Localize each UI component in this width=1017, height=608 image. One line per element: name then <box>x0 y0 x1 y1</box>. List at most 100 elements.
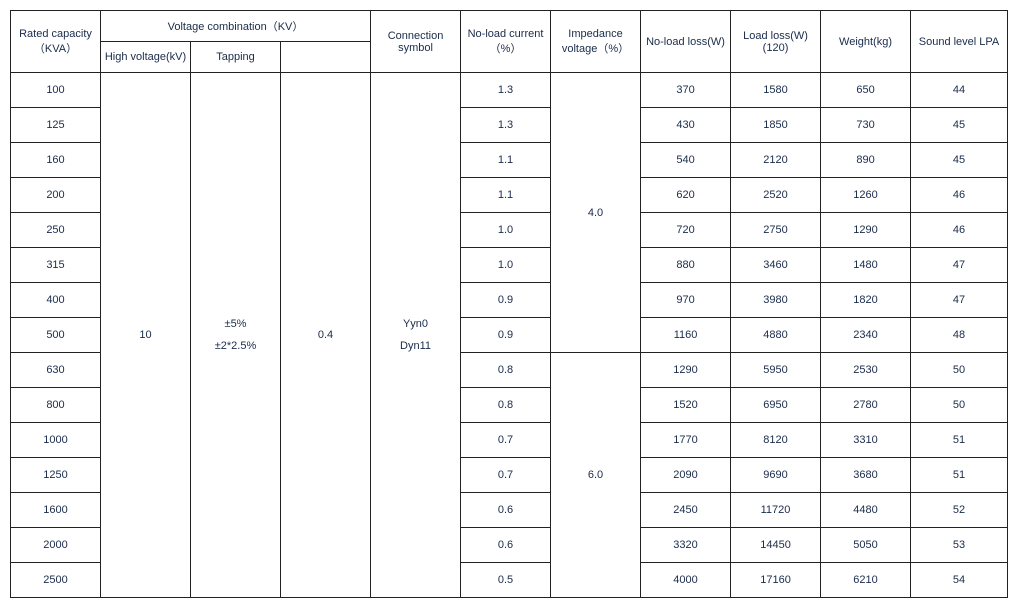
cell-load-loss: 2520 <box>731 178 821 213</box>
cell-noload-current: 1.1 <box>461 143 551 178</box>
cell-impedance: 4.0 <box>551 73 641 353</box>
cell-high-voltage: 10 <box>101 73 191 598</box>
cell-sound-level: 47 <box>911 248 1008 283</box>
cell-noload-current: 1.3 <box>461 73 551 108</box>
cell-load-loss: 2750 <box>731 213 821 248</box>
cell-noload-current: 0.6 <box>461 493 551 528</box>
cell-capacity: 1250 <box>11 458 101 493</box>
cell-capacity: 400 <box>11 283 101 318</box>
cell-weight: 2780 <box>821 388 911 423</box>
cell-noload-current: 0.8 <box>461 353 551 388</box>
cell-capacity: 250 <box>11 213 101 248</box>
cell-load-loss: 1580 <box>731 73 821 108</box>
cell-weight: 1820 <box>821 283 911 318</box>
cell-weight: 890 <box>821 143 911 178</box>
cell-capacity: 125 <box>11 108 101 143</box>
cell-noload-current: 0.5 <box>461 563 551 598</box>
table-body: 10010±5%±2*2.5%0.4Yyn0Dyn111.34.03701580… <box>11 73 1008 598</box>
cell-weight: 6210 <box>821 563 911 598</box>
cell-impedance: 6.0 <box>551 353 641 598</box>
cell-weight: 2530 <box>821 353 911 388</box>
cell-weight: 5050 <box>821 528 911 563</box>
cell-noload-loss: 2090 <box>641 458 731 493</box>
col-noload-current: No-load current（%） <box>461 11 551 73</box>
cell-noload-loss: 880 <box>641 248 731 283</box>
cell-load-loss: 17160 <box>731 563 821 598</box>
cell-weight: 3310 <box>821 423 911 458</box>
cell-low-voltage: 0.4 <box>281 73 371 598</box>
cell-noload-loss: 970 <box>641 283 731 318</box>
cell-noload-current: 0.6 <box>461 528 551 563</box>
col-low-voltage <box>281 42 371 73</box>
cell-weight: 2340 <box>821 318 911 353</box>
cell-weight: 3680 <box>821 458 911 493</box>
cell-noload-current: 1.1 <box>461 178 551 213</box>
cell-sound-level: 48 <box>911 318 1008 353</box>
cell-sound-level: 45 <box>911 143 1008 178</box>
col-load-loss: Load loss(W)(120) <box>731 11 821 73</box>
cell-capacity: 160 <box>11 143 101 178</box>
cell-load-loss: 1850 <box>731 108 821 143</box>
cell-capacity: 100 <box>11 73 101 108</box>
cell-sound-level: 50 <box>911 353 1008 388</box>
cell-sound-level: 45 <box>911 108 1008 143</box>
cell-capacity: 1600 <box>11 493 101 528</box>
table-row: 10010±5%±2*2.5%0.4Yyn0Dyn111.34.03701580… <box>11 73 1008 108</box>
cell-capacity: 2500 <box>11 563 101 598</box>
cell-noload-loss: 620 <box>641 178 731 213</box>
cell-noload-current: 1.3 <box>461 108 551 143</box>
cell-sound-level: 46 <box>911 178 1008 213</box>
cell-noload-current: 1.0 <box>461 248 551 283</box>
cell-noload-current: 0.7 <box>461 423 551 458</box>
cell-sound-level: 51 <box>911 423 1008 458</box>
col-high-voltage: High voltage(kV) <box>101 42 191 73</box>
cell-noload-loss: 720 <box>641 213 731 248</box>
cell-sound-level: 51 <box>911 458 1008 493</box>
col-tapping: Tapping <box>191 42 281 73</box>
cell-load-loss: 2120 <box>731 143 821 178</box>
cell-weight: 1480 <box>821 248 911 283</box>
col-voltage-combination: Voltage combination（KV） <box>101 11 371 42</box>
cell-noload-loss: 2450 <box>641 493 731 528</box>
col-impedance-voltage: Impedance voltage（%） <box>551 11 641 73</box>
cell-weight: 4480 <box>821 493 911 528</box>
transformer-spec-table: Rated capacity（KVA） Voltage combination（… <box>10 10 1008 598</box>
cell-noload-loss: 540 <box>641 143 731 178</box>
cell-noload-loss: 1160 <box>641 318 731 353</box>
cell-sound-level: 44 <box>911 73 1008 108</box>
cell-noload-loss: 4000 <box>641 563 731 598</box>
table-header: Rated capacity（KVA） Voltage combination（… <box>11 11 1008 73</box>
cell-noload-current: 1.0 <box>461 213 551 248</box>
cell-sound-level: 53 <box>911 528 1008 563</box>
cell-noload-loss: 370 <box>641 73 731 108</box>
cell-weight: 730 <box>821 108 911 143</box>
cell-sound-level: 47 <box>911 283 1008 318</box>
cell-weight: 1260 <box>821 178 911 213</box>
cell-noload-loss: 3320 <box>641 528 731 563</box>
cell-load-loss: 4880 <box>731 318 821 353</box>
cell-load-loss: 6950 <box>731 388 821 423</box>
cell-capacity: 800 <box>11 388 101 423</box>
cell-noload-current: 0.9 <box>461 318 551 353</box>
cell-load-loss: 8120 <box>731 423 821 458</box>
cell-capacity: 1000 <box>11 423 101 458</box>
cell-capacity: 630 <box>11 353 101 388</box>
cell-load-loss: 14450 <box>731 528 821 563</box>
cell-noload-loss: 430 <box>641 108 731 143</box>
cell-load-loss: 5950 <box>731 353 821 388</box>
cell-load-loss: 11720 <box>731 493 821 528</box>
cell-noload-current: 0.9 <box>461 283 551 318</box>
cell-weight: 650 <box>821 73 911 108</box>
col-weight: Weight(kg) <box>821 11 911 73</box>
cell-load-loss: 9690 <box>731 458 821 493</box>
cell-sound-level: 50 <box>911 388 1008 423</box>
cell-capacity: 200 <box>11 178 101 213</box>
cell-noload-current: 0.8 <box>461 388 551 423</box>
cell-noload-loss: 1520 <box>641 388 731 423</box>
cell-noload-loss: 1290 <box>641 353 731 388</box>
col-connection-symbol: Connection symbol <box>371 11 461 73</box>
cell-connection: Yyn0Dyn11 <box>371 73 461 598</box>
cell-sound-level: 52 <box>911 493 1008 528</box>
col-sound-level: Sound level LPA <box>911 11 1008 73</box>
col-noload-loss: No-load loss(W) <box>641 11 731 73</box>
